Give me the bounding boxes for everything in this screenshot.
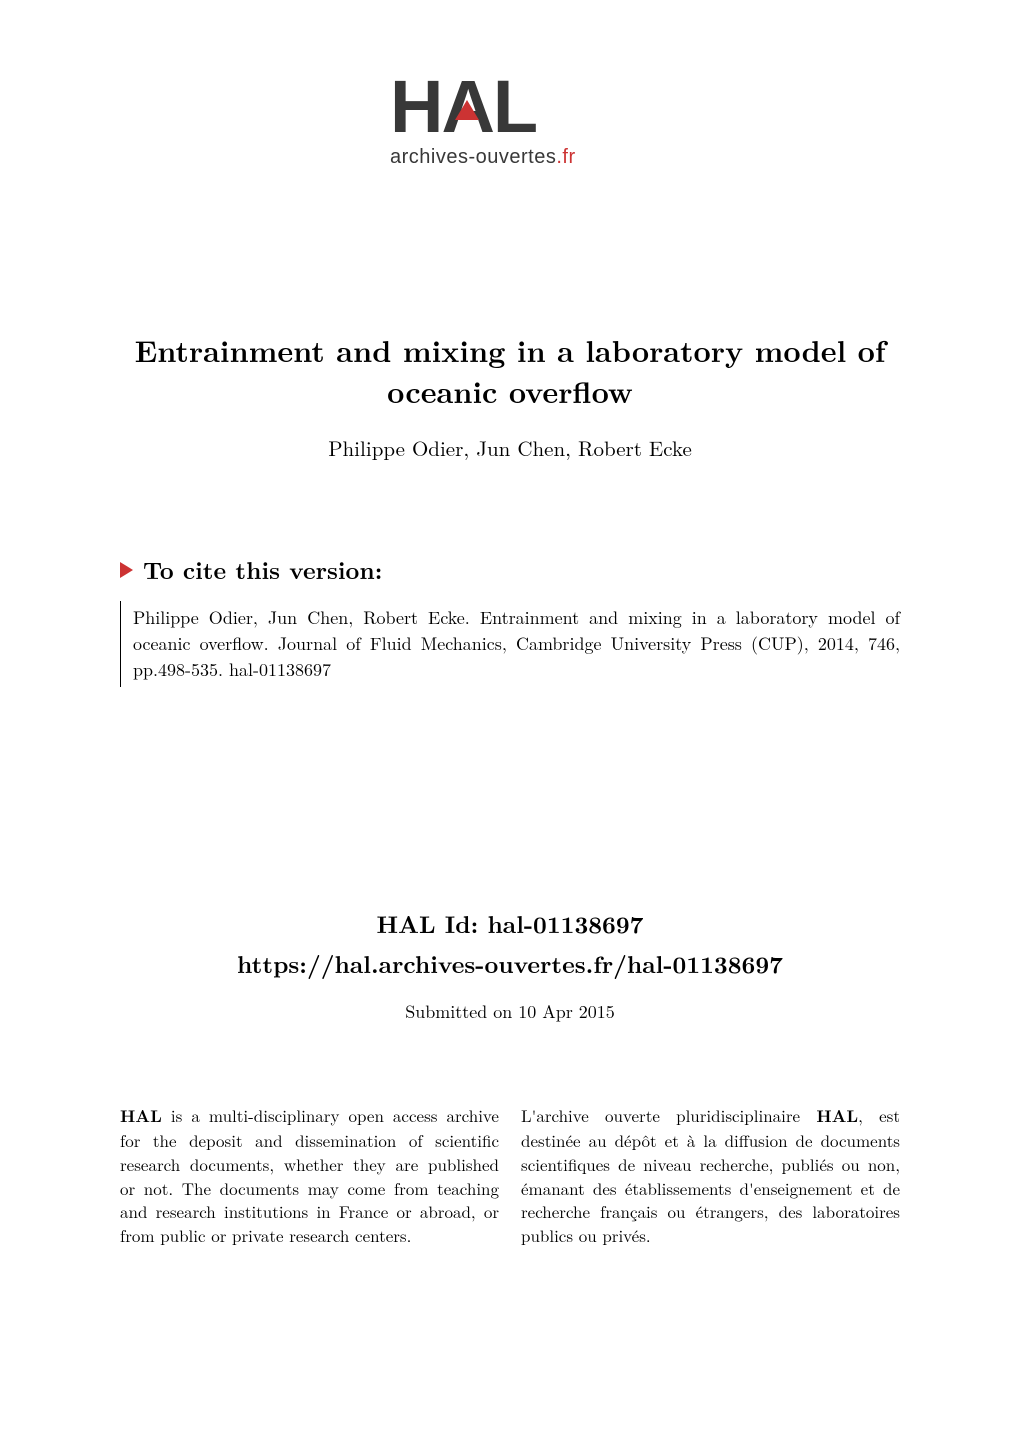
hal-logo-text: HAL bbox=[390, 70, 630, 144]
cite-heading: To cite this version: bbox=[120, 553, 900, 587]
logo-container: HAL archives-ouvertes.fr bbox=[120, 70, 900, 220]
hal-logo: HAL archives-ouvertes.fr bbox=[390, 70, 630, 220]
hal-logo-h: H bbox=[390, 65, 441, 148]
description-columns: HAL is a multi-disciplinary open access … bbox=[120, 1104, 900, 1248]
description-left: HAL is a multi-disciplinary open access … bbox=[120, 1104, 499, 1248]
hal-logo-sub-fr: .fr bbox=[556, 146, 575, 168]
triangle-right-icon bbox=[120, 562, 133, 578]
description-left-text: is a multi-disciplinary open access arch… bbox=[120, 1103, 499, 1247]
hal-id-value: hal-01138697 bbox=[487, 907, 643, 941]
description-right-pre: L'archive ouverte pluridisciplinaire bbox=[521, 1103, 816, 1127]
hal-id-label: HAL Id: bbox=[377, 907, 488, 941]
hal-url: https://hal.archives-ouvertes.fr/hal-011… bbox=[120, 947, 900, 981]
hal-logo-subtext: archives-ouvertes.fr bbox=[390, 146, 630, 169]
hal-logo-triangle-icon bbox=[455, 100, 479, 120]
hal-logo-a-wrap: A bbox=[441, 70, 492, 144]
paper-title: Entrainment and mixing in a laboratory m… bbox=[120, 330, 900, 411]
description-right: L'archive ouverte pluridisciplinaire HAL… bbox=[521, 1104, 900, 1248]
citation-block: Philippe Odier, Jun Chen, Robert Ecke. E… bbox=[120, 601, 900, 687]
hal-logo-sub-pre: archives-ouvertes bbox=[390, 146, 556, 168]
hal-id-line: HAL Id: hal-01138697 bbox=[120, 907, 900, 941]
description-left-bold: HAL bbox=[120, 1104, 162, 1128]
submitted-date: Submitted on 10 Apr 2015 bbox=[120, 999, 900, 1024]
page: HAL archives-ouvertes.fr Entrainment and… bbox=[0, 0, 1020, 1442]
paper-authors: Philippe Odier, Jun Chen, Robert Ecke bbox=[120, 433, 900, 463]
cite-heading-text: To cite this version: bbox=[143, 553, 382, 587]
hal-logo-l: L bbox=[493, 65, 536, 148]
description-right-bold: HAL bbox=[816, 1104, 858, 1128]
